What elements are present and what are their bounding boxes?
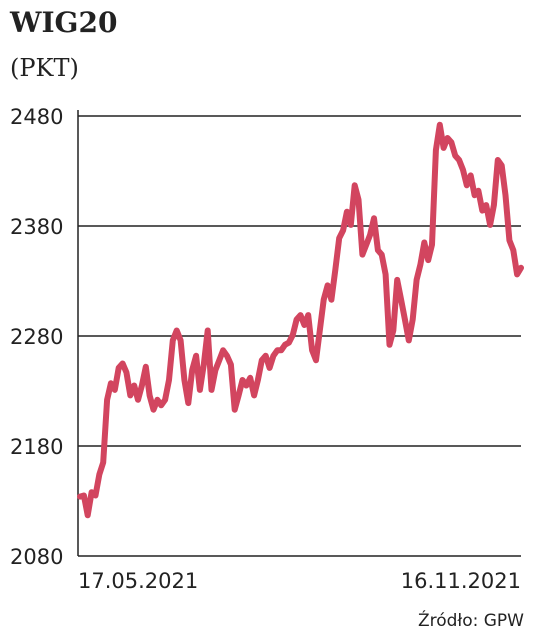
chart-subtitle: (PKT) xyxy=(10,54,79,82)
y-tick-label: 2380 xyxy=(10,215,63,239)
y-tick-label: 2180 xyxy=(10,435,63,459)
x-tick-label: 16.11.2021 xyxy=(401,569,521,593)
chart-title: WIG20 xyxy=(9,6,117,39)
y-tick-label: 2280 xyxy=(10,325,63,349)
y-tick-label: 2480 xyxy=(10,105,63,129)
y-tick-label: 2080 xyxy=(10,545,63,569)
source: Źródło: GPW xyxy=(418,609,524,631)
x-tick-label: 17.05.2021 xyxy=(78,569,198,593)
line xyxy=(77,121,524,519)
